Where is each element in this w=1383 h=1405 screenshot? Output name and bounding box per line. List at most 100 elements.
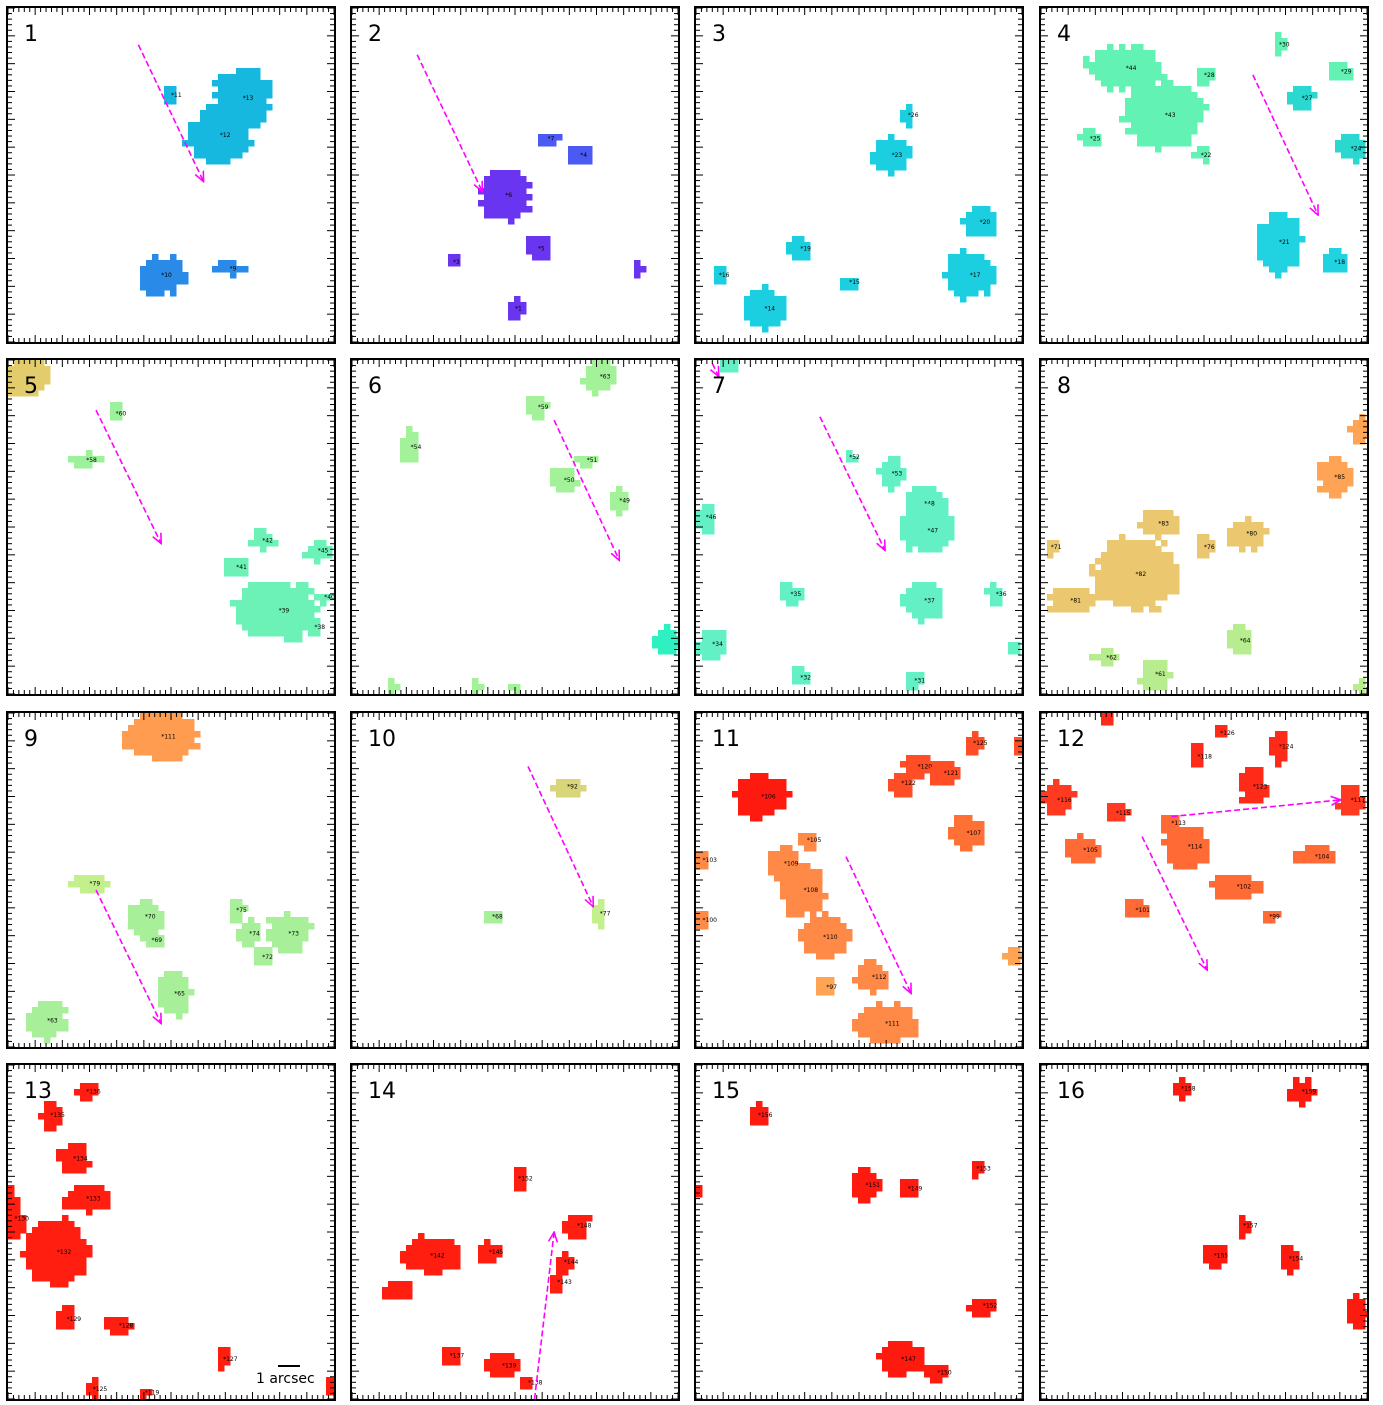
- source-blob: [1329, 62, 1354, 81]
- source-label: *135: [50, 1112, 65, 1119]
- source-blob: [574, 456, 599, 469]
- source-blob: [8, 1197, 27, 1240]
- panel-number: 5: [24, 374, 38, 399]
- source-blob: [696, 504, 715, 535]
- panel-plot: *152 *148 *142 *145 *144 *143 *137 *139 *138: [352, 1065, 678, 1399]
- source-label: *142: [430, 1252, 445, 1259]
- source-blob: [556, 1251, 575, 1276]
- source-label: *154: [1289, 1256, 1304, 1263]
- source-blob: [876, 1341, 925, 1378]
- axis-ticks: [8, 713, 334, 1047]
- source-blob: [852, 959, 889, 996]
- source-blob: [1089, 648, 1120, 667]
- source-blob: [26, 1001, 69, 1044]
- source-label: *103: [703, 857, 718, 864]
- source-blob: [562, 1215, 593, 1240]
- source-blob: [876, 456, 907, 493]
- source-label: *128: [119, 1323, 134, 1330]
- source-label: *147: [901, 1356, 916, 1363]
- source-label: *110: [823, 934, 838, 941]
- source-label: *155: [1214, 1252, 1229, 1259]
- source-label: *1: [515, 306, 522, 313]
- source-label: *29: [1341, 68, 1352, 75]
- source-label: *119: [145, 1389, 160, 1396]
- source-blob: [966, 731, 985, 756]
- source-blob: [1275, 32, 1288, 57]
- source-label: *132: [57, 1249, 72, 1256]
- source-label: *137: [450, 1353, 465, 1360]
- source-blob: [1041, 779, 1078, 816]
- panel-12: *126 *124 *118 *123 *116 *115 *117 *113 *114 *105…: [1039, 711, 1369, 1049]
- source-blob: [1191, 743, 1204, 768]
- panel-number: 10: [368, 727, 396, 752]
- source-label: *153: [976, 1166, 991, 1173]
- panel-number: 8: [1057, 374, 1071, 399]
- source-blob: [1047, 540, 1060, 559]
- source-blob: [1197, 534, 1216, 559]
- scale-bar-line: [278, 1365, 300, 1367]
- source-blob: [900, 104, 913, 129]
- source-blob: [1287, 86, 1318, 111]
- source-label: *40: [324, 594, 334, 601]
- panel-4: *44 *43 *25 *28 *22 *30 *29 *27 *24 *21 *18 4: [1039, 6, 1369, 344]
- panel-plot: *111 *79 *70 *69 *75 *74 *73 *72 *65 *63: [8, 713, 334, 1047]
- panel-2: *6 *7 *4 *5 *3 *1 2: [350, 6, 680, 344]
- source-label: *12: [220, 132, 231, 139]
- source-label: *139: [502, 1363, 517, 1370]
- source-blob: [520, 1377, 533, 1390]
- source-label: *79: [90, 880, 101, 887]
- source-blob: [888, 773, 913, 798]
- source-label: *21: [1279, 239, 1290, 246]
- source-blob: [1239, 767, 1270, 804]
- motion-arrow: [533, 1232, 555, 1399]
- source-label: *92: [567, 783, 578, 790]
- source-blob: [870, 134, 913, 177]
- source-label: *149: [908, 1186, 923, 1193]
- panel-5: *60 *58 *42 *45 *41 *39 *40 *38 5: [6, 358, 336, 696]
- source-blob: [400, 426, 419, 463]
- source-blob: [924, 1365, 949, 1384]
- panel-plot: *156 *151 *149 *153 *152 *147 *150: [696, 1065, 1022, 1399]
- motion-arrow: [527, 766, 593, 906]
- source-blob: [1197, 68, 1216, 87]
- axis-ticks: [696, 1065, 1022, 1399]
- panel-plot: *126 *124 *118 *123 *116 *115 *117 *113 *114 *105…: [1041, 713, 1367, 1047]
- panel-3: *26 *23 *20 *19 *17 *16 *15 *14 3: [694, 6, 1024, 344]
- source-blob: [1191, 146, 1210, 165]
- source-blob: [514, 1167, 527, 1192]
- source-blob: [592, 899, 605, 930]
- source-blob: [732, 773, 793, 822]
- source-blob: [750, 1101, 769, 1126]
- source-blob: [714, 266, 727, 285]
- source-label: *65: [174, 991, 185, 998]
- source-blob: [478, 170, 533, 225]
- source-label: *15: [849, 279, 860, 286]
- source-label: *49: [619, 497, 630, 504]
- source-label: *43: [1165, 112, 1176, 119]
- panel-plot: *52*53*48*47*46*35*37*36*34*32*31: [696, 360, 1022, 694]
- source-blob: [266, 911, 315, 954]
- source-label: *105: [1083, 847, 1098, 854]
- source-blob: [1089, 534, 1180, 613]
- source-blob: [8, 360, 51, 397]
- source-label: *122: [901, 780, 916, 787]
- panel-number: 7: [712, 374, 726, 399]
- source-label: *18: [1334, 259, 1345, 266]
- source-blob: [900, 755, 937, 780]
- panel-9: *111 *79 *70 *69 *75 *74 *73 *72 *65 *63 9: [6, 711, 336, 1049]
- source-blob: [1083, 44, 1168, 93]
- source-blob: [1347, 414, 1367, 445]
- panel-plot: *6 *7 *4 *5 *3 *1: [352, 8, 678, 342]
- source-label: *13: [243, 95, 254, 102]
- source-label: *113: [1171, 820, 1186, 827]
- source-blob: [852, 1167, 883, 1204]
- source-label: *124: [1279, 743, 1294, 750]
- source-blob: [652, 624, 678, 655]
- source-blob: [900, 1179, 919, 1198]
- source-blob: [140, 254, 189, 297]
- source-blob: [56, 1305, 75, 1330]
- source-label: *152: [983, 1302, 998, 1309]
- source-blob: [900, 582, 943, 625]
- source-blob: [1293, 845, 1336, 864]
- panel-number: 11: [712, 727, 740, 752]
